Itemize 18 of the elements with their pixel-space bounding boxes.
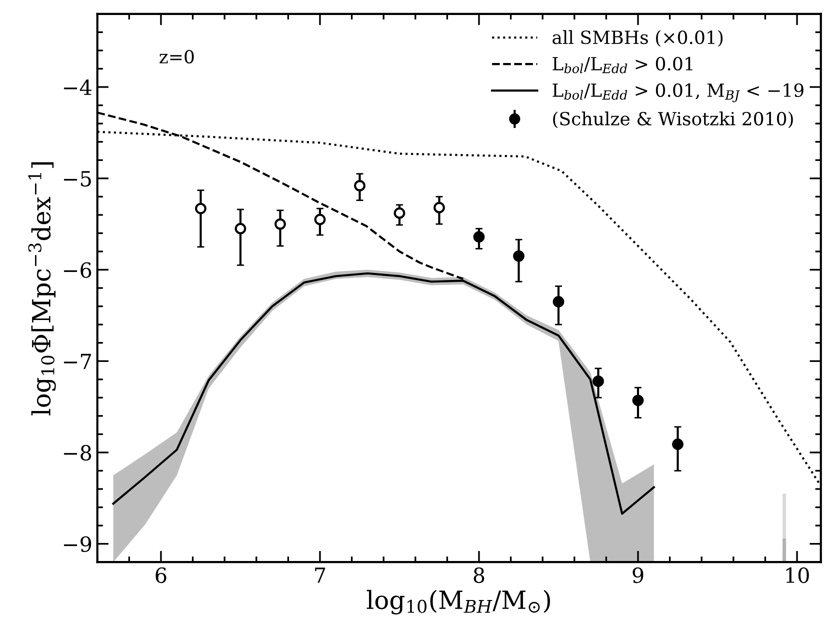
y-tick-label: −5 xyxy=(64,171,91,187)
y-tick-label: −9 xyxy=(64,536,92,552)
y-tick-label: −8 xyxy=(64,444,92,461)
y-tick-label: −7 xyxy=(64,354,91,370)
x-axis-title: log$_{10}$(M$_{BH}$/M$_{⊙}$) xyxy=(366,590,550,614)
x-tick-label: 10 xyxy=(786,567,809,584)
legend-label: all SMBHs (×0.01) xyxy=(552,30,723,47)
y-tick-label: −4 xyxy=(64,79,92,95)
x-tick-label: 9 xyxy=(632,567,644,584)
annotation: z=0 xyxy=(160,50,194,64)
legend-label: L$_{bol}$/L$_{Edd}$ > 0.01 xyxy=(552,56,692,74)
x-tick-label: 8 xyxy=(474,567,484,584)
x-tick-label: 7 xyxy=(315,568,326,583)
x-tick-label: 6 xyxy=(156,567,166,584)
y-axis-title: log$_{10}$Φ[Mpc$^{−3}$dex$^{−1}$] xyxy=(28,162,56,416)
y-tick-label: −6 xyxy=(64,262,92,278)
legend-label: L$_{bol}$/L$_{Edd}$ > 0.01, M$_{BJ}$ < −19 xyxy=(552,83,804,102)
legend-label: (Schulze & Wisotzki 2010) xyxy=(553,112,793,128)
